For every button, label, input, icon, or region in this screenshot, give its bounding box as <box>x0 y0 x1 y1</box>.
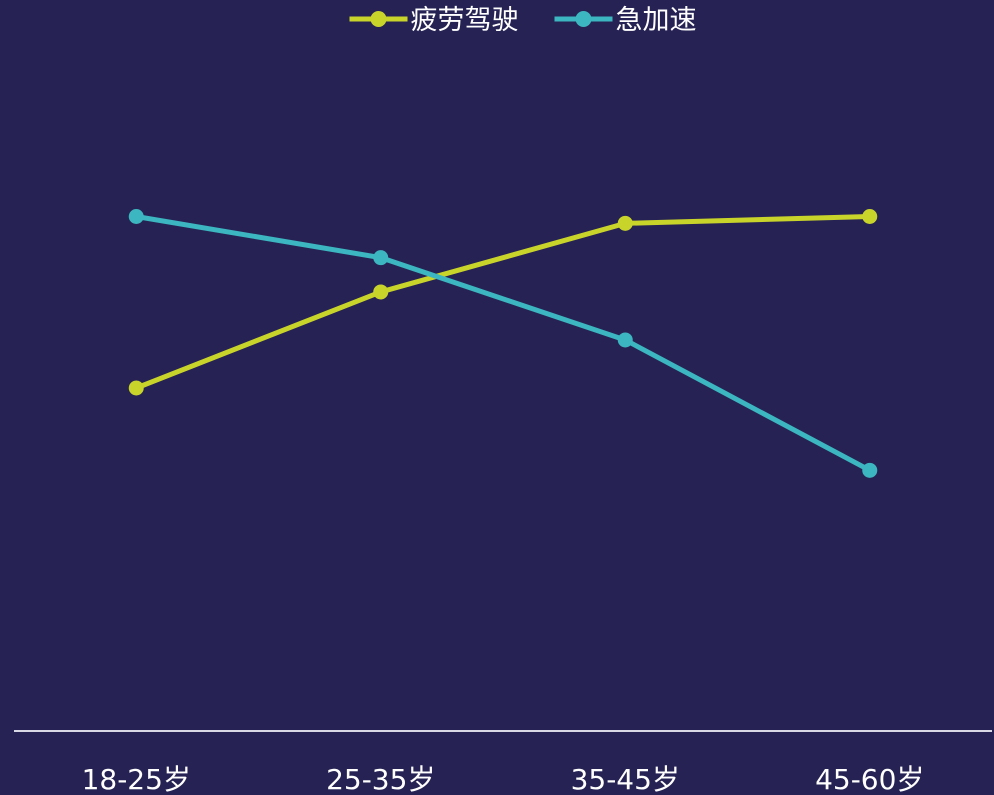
series-line <box>133 214 873 391</box>
legend: 疲劳驾驶 急加速 <box>349 5 697 36</box>
legend-item: 急加速 <box>554 5 697 36</box>
data-point <box>862 462 878 478</box>
data-point <box>373 284 389 300</box>
x-tick-label: 45-60岁 <box>815 763 924 795</box>
x-tick-label: 25-35岁 <box>326 763 435 795</box>
series-line <box>133 214 873 473</box>
x-tick-label: 18-25岁 <box>82 763 191 795</box>
legend-item: 疲劳驾驶 <box>349 5 519 36</box>
legend-label: 疲劳驾驶 <box>411 5 519 36</box>
legend-swatch-marker <box>575 11 592 27</box>
data-point <box>373 250 389 266</box>
legend-swatch-marker <box>370 11 387 27</box>
legend-label: 急加速 <box>616 5 697 36</box>
data-point <box>128 209 144 224</box>
data-point <box>617 332 633 348</box>
x-tick-label: 35-45岁 <box>571 763 680 795</box>
data-point <box>617 215 633 231</box>
series-layer <box>128 209 878 478</box>
data-point <box>128 380 144 396</box>
data-point <box>862 209 878 224</box>
x-axis-tick-labels: 18-25岁 25-35岁 35-45岁 45-60岁 <box>82 763 925 795</box>
